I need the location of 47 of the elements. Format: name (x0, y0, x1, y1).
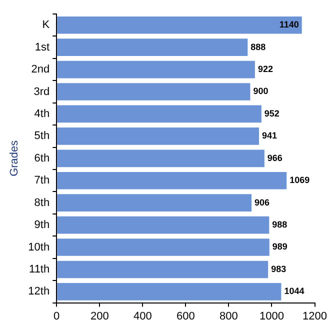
bar (57, 150, 264, 168)
data-label: 1069 (290, 175, 310, 186)
x-tick-label: 1000 (259, 310, 284, 322)
data-label: 922 (258, 64, 273, 74)
data-label: 989 (272, 242, 288, 252)
x-tick-label: 0 (54, 310, 60, 322)
bar (57, 128, 260, 145)
bar (57, 38, 248, 56)
data-label: 966 (267, 152, 282, 163)
bar (57, 83, 250, 100)
data-label: 900 (253, 86, 268, 96)
data-label: 1044 (284, 286, 304, 296)
y-tick-label: 1st (34, 41, 50, 54)
x-tick-label: 600 (176, 310, 195, 322)
bar (57, 172, 287, 190)
y-tick-label: 11th (29, 264, 50, 276)
y-tick-label: 10th (28, 241, 50, 254)
y-tick-label: K (42, 19, 50, 32)
y-axis-title: Grades (8, 140, 21, 176)
y-tick-label: 5th (34, 130, 50, 142)
y-tick-label: 12th (28, 286, 50, 298)
bar (57, 283, 282, 300)
bar (57, 216, 270, 234)
x-tick-label: 800 (220, 310, 238, 322)
data-label: 941 (262, 130, 278, 141)
x-tick-label: 200 (90, 310, 109, 322)
y-tick-label: 9th (34, 219, 50, 232)
bar (57, 60, 255, 78)
bar (57, 194, 252, 212)
bar (57, 16, 302, 34)
data-label: 888 (250, 42, 266, 52)
data-label: 983 (271, 264, 286, 274)
bar (57, 105, 262, 123)
data-label: 1140 (279, 20, 299, 30)
data-label: 952 (264, 108, 280, 118)
y-tick-label: 2nd (31, 64, 50, 76)
y-tick-label: 3rd (34, 86, 50, 98)
x-tick-label: 400 (133, 310, 152, 322)
y-tick-label: 7th (34, 174, 50, 187)
data-label: 906 (254, 197, 270, 208)
bar (57, 238, 270, 256)
y-tick-label: 4th (34, 108, 50, 120)
y-tick-label: 8th (34, 196, 50, 209)
y-tick-label: 6th (34, 152, 50, 164)
bar (57, 260, 268, 278)
data-label: 988 (272, 220, 288, 230)
x-tick-label: 1200 (302, 310, 328, 322)
